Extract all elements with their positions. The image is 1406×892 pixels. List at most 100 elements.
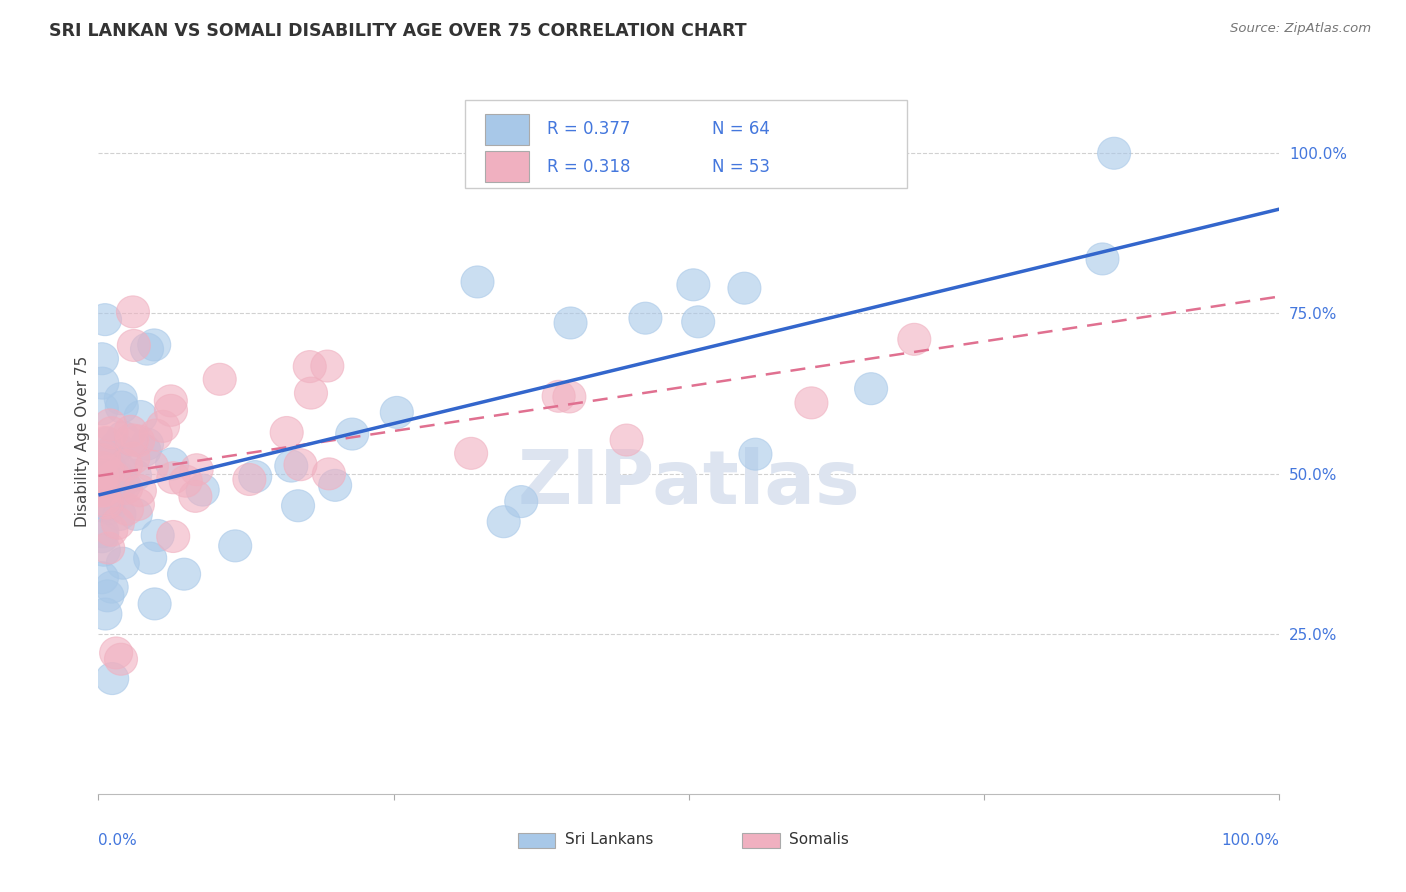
- Ellipse shape: [93, 492, 125, 524]
- Ellipse shape: [554, 307, 588, 339]
- Ellipse shape: [87, 443, 120, 475]
- Ellipse shape: [138, 588, 172, 620]
- Ellipse shape: [105, 391, 138, 423]
- Ellipse shape: [131, 333, 163, 365]
- Ellipse shape: [319, 469, 352, 501]
- Ellipse shape: [454, 437, 488, 469]
- Ellipse shape: [138, 329, 170, 361]
- Ellipse shape: [628, 302, 662, 334]
- Ellipse shape: [233, 464, 266, 495]
- Ellipse shape: [117, 442, 150, 475]
- Ellipse shape: [740, 438, 772, 470]
- Ellipse shape: [87, 460, 121, 492]
- Ellipse shape: [486, 506, 520, 538]
- Ellipse shape: [239, 460, 271, 492]
- Ellipse shape: [100, 432, 134, 464]
- Ellipse shape: [728, 272, 761, 304]
- Ellipse shape: [87, 475, 121, 507]
- Ellipse shape: [180, 454, 214, 486]
- Ellipse shape: [94, 515, 128, 546]
- FancyBboxPatch shape: [464, 100, 907, 188]
- Ellipse shape: [336, 418, 368, 450]
- Y-axis label: Disability Age Over 75: Disability Age Over 75: [75, 356, 90, 527]
- Ellipse shape: [274, 450, 308, 482]
- Text: ZIPatlas: ZIPatlas: [517, 447, 860, 520]
- Ellipse shape: [139, 419, 173, 451]
- Ellipse shape: [270, 417, 304, 449]
- Ellipse shape: [104, 383, 138, 415]
- Ellipse shape: [91, 489, 125, 521]
- Ellipse shape: [121, 425, 155, 457]
- Ellipse shape: [98, 432, 132, 464]
- Ellipse shape: [118, 459, 152, 491]
- Ellipse shape: [86, 562, 118, 594]
- Ellipse shape: [682, 306, 714, 338]
- Ellipse shape: [89, 598, 122, 630]
- Ellipse shape: [157, 462, 190, 494]
- Ellipse shape: [114, 416, 148, 447]
- Ellipse shape: [117, 296, 149, 328]
- Ellipse shape: [294, 351, 326, 383]
- Ellipse shape: [87, 534, 121, 566]
- Ellipse shape: [101, 460, 134, 492]
- Ellipse shape: [461, 266, 494, 298]
- Ellipse shape: [179, 480, 212, 512]
- Ellipse shape: [91, 456, 124, 487]
- Ellipse shape: [87, 483, 121, 516]
- Text: N = 53: N = 53: [711, 158, 770, 176]
- Ellipse shape: [86, 451, 118, 483]
- Ellipse shape: [219, 530, 252, 562]
- Ellipse shape: [135, 450, 169, 483]
- Ellipse shape: [90, 427, 124, 459]
- Ellipse shape: [91, 580, 124, 612]
- Ellipse shape: [110, 472, 142, 504]
- Ellipse shape: [124, 401, 157, 433]
- Ellipse shape: [204, 363, 236, 395]
- FancyBboxPatch shape: [517, 832, 555, 848]
- Ellipse shape: [1085, 243, 1119, 275]
- Ellipse shape: [155, 394, 187, 426]
- Ellipse shape: [103, 499, 136, 531]
- Text: Sri Lankans: Sri Lankans: [565, 832, 654, 847]
- Ellipse shape: [93, 409, 127, 441]
- Ellipse shape: [553, 381, 586, 413]
- Text: 0.0%: 0.0%: [98, 832, 138, 847]
- Ellipse shape: [86, 452, 120, 484]
- Ellipse shape: [93, 451, 125, 483]
- Ellipse shape: [794, 387, 828, 419]
- Ellipse shape: [96, 417, 128, 449]
- Ellipse shape: [134, 542, 167, 574]
- Ellipse shape: [676, 268, 710, 301]
- Ellipse shape: [101, 508, 135, 540]
- Text: N = 64: N = 64: [711, 120, 769, 138]
- Ellipse shape: [96, 663, 129, 695]
- Ellipse shape: [141, 519, 174, 551]
- Text: 100.0%: 100.0%: [1222, 832, 1279, 847]
- Ellipse shape: [86, 490, 118, 522]
- Text: R = 0.318: R = 0.318: [547, 158, 631, 176]
- Ellipse shape: [90, 426, 122, 458]
- Ellipse shape: [86, 368, 120, 399]
- Text: Source: ZipAtlas.com: Source: ZipAtlas.com: [1230, 22, 1371, 36]
- Ellipse shape: [104, 467, 138, 500]
- Text: SRI LANKAN VS SOMALI DISABILITY AGE OVER 75 CORRELATION CHART: SRI LANKAN VS SOMALI DISABILITY AGE OVER…: [49, 22, 747, 40]
- Ellipse shape: [86, 475, 118, 507]
- Ellipse shape: [146, 410, 180, 442]
- FancyBboxPatch shape: [485, 151, 530, 182]
- Ellipse shape: [898, 323, 931, 355]
- Ellipse shape: [86, 343, 118, 375]
- Ellipse shape: [120, 499, 152, 531]
- Ellipse shape: [128, 434, 162, 467]
- Ellipse shape: [1098, 137, 1130, 169]
- Ellipse shape: [543, 380, 575, 412]
- Ellipse shape: [284, 449, 316, 481]
- Ellipse shape: [87, 441, 121, 472]
- Ellipse shape: [311, 350, 344, 382]
- Ellipse shape: [86, 460, 118, 492]
- Ellipse shape: [115, 424, 149, 456]
- Ellipse shape: [169, 465, 202, 497]
- Ellipse shape: [312, 458, 346, 490]
- Ellipse shape: [281, 490, 315, 522]
- Ellipse shape: [380, 396, 413, 428]
- Ellipse shape: [86, 521, 118, 553]
